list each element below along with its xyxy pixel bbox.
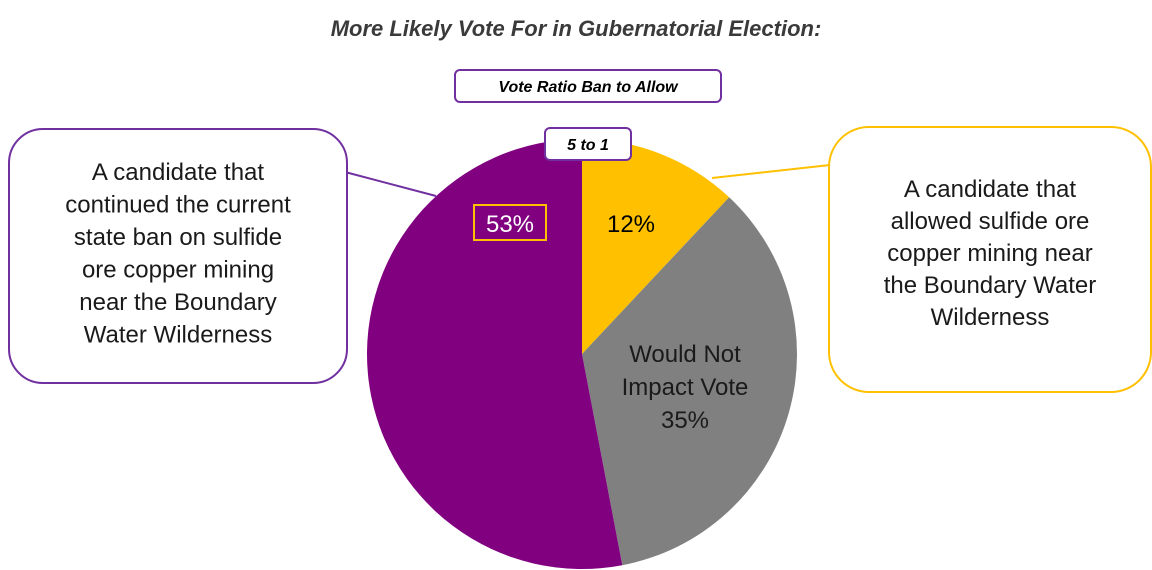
ratio-heading: Vote Ratio Ban to Allow bbox=[498, 79, 679, 96]
allow-slice-label: 12% bbox=[607, 211, 655, 238]
ban-callout-box bbox=[8, 128, 348, 384]
callout-text-line: ore copper mining bbox=[82, 257, 274, 284]
ban-connector-line bbox=[344, 171, 437, 197]
ban-slice-label-box bbox=[473, 204, 547, 241]
ban-callout-text: A candidate that continued the current sta… bbox=[65, 159, 291, 349]
ratio-value-box bbox=[544, 127, 632, 161]
no-impact-slice-label: Would Not Impact Vote 35% bbox=[622, 341, 749, 434]
callout-text-line: state ban on sulfide bbox=[74, 224, 282, 251]
allow-callout-box bbox=[828, 126, 1152, 393]
callout-text-line: A candidate that bbox=[904, 176, 1076, 203]
no-impact-label-line: 35% bbox=[661, 407, 709, 434]
callout-text-line: the Boundary Water bbox=[884, 272, 1097, 299]
ratio-heading-box bbox=[454, 69, 722, 103]
callout-text-line: A candidate that bbox=[92, 159, 264, 186]
ban-slice-label: 53% bbox=[486, 211, 534, 238]
callout-text-line: Water Wilderness bbox=[84, 322, 272, 349]
pie-slice-ban bbox=[366, 138, 623, 570]
callout-text-line: allowed sulfide ore bbox=[891, 208, 1090, 235]
ratio-value: 5 to 1 bbox=[567, 137, 609, 154]
allow-callout-text: A candidate that allowed sulfide ore coppe… bbox=[884, 176, 1097, 331]
no-impact-label-line: Would Not bbox=[629, 341, 741, 368]
callout-text-line: near the Boundary bbox=[79, 289, 276, 316]
chart-title: More Likely Vote For in Gubernatorial El… bbox=[331, 16, 822, 41]
pie-slice-allow bbox=[582, 139, 730, 354]
callout-text-line: continued the current bbox=[65, 192, 291, 219]
allow-connector-line bbox=[711, 164, 831, 179]
callout-text-line: Wilderness bbox=[931, 304, 1050, 331]
pie-slice-no-impact bbox=[582, 197, 798, 566]
no-impact-label-line: Impact Vote bbox=[622, 374, 749, 401]
pie-slices bbox=[366, 138, 798, 570]
callout-text-line: copper mining near bbox=[887, 240, 1092, 267]
